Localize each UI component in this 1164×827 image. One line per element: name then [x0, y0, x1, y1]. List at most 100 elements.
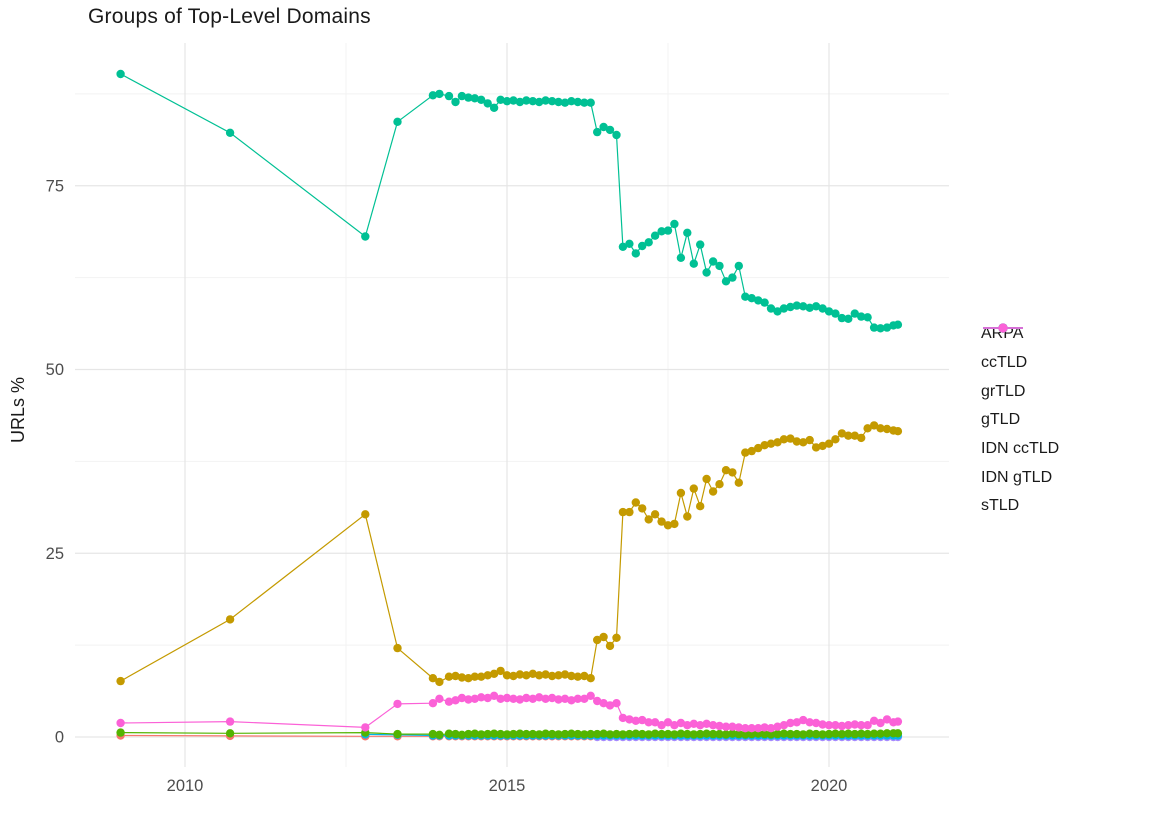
- data-point: [754, 724, 763, 733]
- data-point: [502, 730, 512, 739]
- data-point: [708, 729, 718, 739]
- legend-label: grTLD: [981, 382, 1026, 400]
- y-tick-label: 25: [46, 545, 64, 563]
- data-point: [869, 716, 879, 725]
- data-point: [444, 697, 454, 706]
- data-point: [457, 91, 467, 101]
- data-point: [799, 715, 808, 725]
- data-point: [567, 729, 576, 738]
- data-point: [444, 91, 454, 101]
- data-point: [786, 718, 795, 728]
- data-point: [850, 720, 859, 729]
- data-point: [715, 721, 724, 731]
- data-point: [792, 437, 801, 446]
- data-point: [773, 722, 782, 731]
- data-point: [554, 671, 563, 680]
- data-point: [625, 239, 634, 248]
- data-point: [435, 677, 444, 687]
- data-point: [580, 671, 589, 681]
- data-point: [631, 716, 640, 725]
- data-point: [869, 421, 879, 430]
- data-point: [818, 304, 827, 313]
- data-point: [747, 724, 756, 733]
- major-gridlines: [75, 43, 949, 767]
- data-point: [451, 97, 460, 107]
- data-point: [554, 695, 563, 704]
- data-point: [792, 718, 801, 727]
- data-point: [489, 691, 499, 700]
- data-point: [893, 320, 903, 329]
- data-point: [528, 669, 537, 678]
- data-point: [670, 721, 679, 730]
- data-point: [818, 730, 827, 739]
- data-point: [554, 730, 563, 739]
- data-point: [586, 691, 595, 700]
- data-point: [393, 699, 402, 709]
- data-point: [882, 424, 892, 434]
- data-point: [650, 231, 660, 240]
- data-point: [644, 515, 653, 524]
- data-point: [663, 521, 673, 530]
- data-point: [734, 729, 743, 739]
- legend-item-ccTLD: ccTLD: [981, 323, 1059, 378]
- data-point: [689, 259, 698, 268]
- data-point: [464, 674, 473, 683]
- data-point: [567, 671, 576, 681]
- legend-label: IDN ccTLD: [981, 440, 1060, 458]
- data-point: [869, 729, 879, 738]
- data-point: [818, 441, 827, 451]
- data-point: [696, 240, 705, 249]
- data-point: [721, 730, 731, 739]
- data-point: [857, 729, 866, 738]
- data-point: [721, 722, 731, 731]
- data-point: [799, 730, 808, 739]
- data-point: [805, 435, 814, 445]
- data-point: [663, 226, 673, 235]
- data-point: [702, 729, 711, 738]
- data-point: [805, 718, 814, 727]
- data-point: [702, 719, 711, 728]
- data-point: [850, 729, 859, 739]
- data-point: [766, 304, 776, 313]
- data-point: [631, 498, 640, 507]
- data-point: [528, 97, 537, 106]
- data-point: [477, 672, 486, 681]
- data-point: [708, 257, 718, 266]
- data-point: [857, 433, 866, 443]
- data-point: [773, 307, 782, 316]
- data-point: [786, 302, 795, 312]
- data-point: [483, 693, 492, 703]
- data-point: [689, 730, 698, 739]
- data-point: [618, 242, 628, 251]
- data-point: [541, 670, 550, 679]
- data-point: [457, 693, 467, 703]
- data-point: [225, 717, 235, 726]
- data-point: [393, 117, 402, 127]
- legend-item-grTLD: grTLD: [981, 323, 1059, 406]
- data-point: [850, 431, 859, 440]
- data-point: [734, 478, 743, 487]
- data-point: [573, 694, 582, 703]
- data-point: [721, 277, 731, 286]
- data-point: [470, 672, 479, 681]
- data-point: [844, 729, 853, 738]
- data-point: [541, 694, 550, 703]
- data-point: [573, 97, 582, 107]
- data-point: [824, 729, 834, 739]
- data-point: [882, 729, 892, 738]
- data-point: [683, 721, 692, 730]
- data-point: [535, 730, 544, 739]
- data-point: [618, 507, 628, 517]
- data-point: [580, 694, 589, 703]
- data-point: [496, 666, 505, 676]
- data-point: [831, 309, 840, 318]
- minor-gridlines: [75, 43, 949, 767]
- data-point: [586, 729, 595, 739]
- data-point: [876, 729, 885, 738]
- data-point: [625, 715, 634, 724]
- data-point: [522, 96, 531, 105]
- data-point: [644, 718, 653, 727]
- data-point: [496, 729, 505, 739]
- data-point: [760, 298, 769, 307]
- data-point: [702, 268, 711, 277]
